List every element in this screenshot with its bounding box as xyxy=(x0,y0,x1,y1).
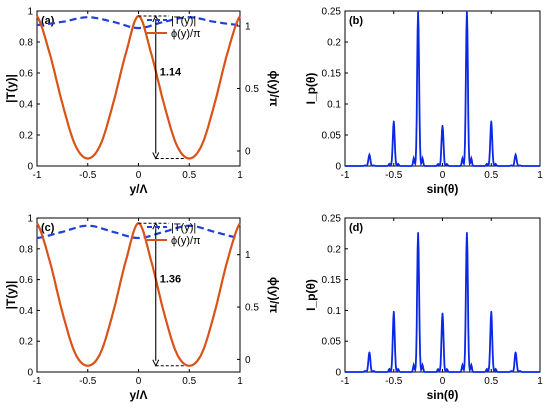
y-tick-label: 0.8 xyxy=(19,244,33,255)
x-tick-label: 1 xyxy=(537,170,543,181)
phase-series-line xyxy=(36,221,241,367)
panel-label: (d) xyxy=(349,222,363,234)
y-right-tick-label: 1 xyxy=(245,250,251,261)
panel-label: (b) xyxy=(349,15,363,27)
y-tick-label: 0 xyxy=(27,368,33,379)
spectrum-peak-point xyxy=(490,310,493,313)
plot-frame-d xyxy=(344,217,541,373)
spectrum-peak-point xyxy=(392,310,395,313)
spectrum-peak-point xyxy=(417,11,419,14)
y-right-tick-label: 0 xyxy=(245,147,251,158)
y-right-tick-label: 0.5 xyxy=(245,303,259,314)
y-tick-label: 0.25 xyxy=(322,7,342,18)
x-tick-label: 0 xyxy=(136,376,142,387)
spectrum-peak-point xyxy=(466,11,468,14)
spectrum-peak-point xyxy=(392,120,395,123)
spectrum-series-line xyxy=(345,232,540,373)
annotation-value: 1.36 xyxy=(160,273,181,285)
x-axis-label: y/Λ xyxy=(129,388,147,402)
y-axis-label-left: |T(y)| xyxy=(4,281,18,310)
amplitude-series-line xyxy=(36,16,241,30)
plot-frame-b xyxy=(344,10,541,167)
y-tick-label: 0.2 xyxy=(19,131,33,142)
panel-label: (c) xyxy=(41,222,55,234)
legend-label-amplitude: |T(y)| xyxy=(171,15,196,27)
y-tick-label: 0.15 xyxy=(322,275,342,286)
x-tick-label: -1 xyxy=(33,376,42,387)
x-tick-label: -1 xyxy=(33,170,42,181)
y-axis-label-left: |T(y)| xyxy=(4,74,18,103)
spectrum-peak-point xyxy=(490,120,493,123)
amplitude-series-line xyxy=(36,224,241,240)
x-axis-label: sin(θ) xyxy=(427,388,459,402)
x-tick-label: 1 xyxy=(537,376,543,387)
x-tick-label: 0.5 xyxy=(484,376,498,387)
y-axis-label-right: ϕ(y)/π xyxy=(267,70,281,106)
plot-frame-c xyxy=(36,217,241,373)
x-tick-label: -0.5 xyxy=(385,170,403,181)
x-tick-label: 0 xyxy=(440,376,446,387)
y-tick-label: 0.8 xyxy=(19,38,33,49)
x-axis-label: y/Λ xyxy=(129,182,147,196)
x-tick-label: -0.5 xyxy=(385,376,403,387)
x-tick-label: -1 xyxy=(341,170,350,181)
spectrum-peak-point xyxy=(368,351,371,354)
spectrum-peak-point xyxy=(441,312,444,315)
legend-label-amplitude: |T(y)| xyxy=(171,222,196,234)
legend-label-phase: ϕ(y)/π xyxy=(171,235,201,247)
spectrum-peak-point xyxy=(514,351,517,354)
y-tick-label: 0.2 xyxy=(327,244,341,255)
phase-series-line xyxy=(36,14,241,160)
y-tick-label: 0.05 xyxy=(322,337,342,348)
y-right-tick-label: 0.5 xyxy=(245,84,259,95)
spectrum-peak-point xyxy=(417,231,419,234)
y-axis-label-right: ϕ(y)/π xyxy=(267,277,281,313)
x-tick-label: 0.5 xyxy=(182,170,196,181)
y-tick-label: 0.2 xyxy=(327,38,341,49)
x-tick-label: 1 xyxy=(237,376,243,387)
x-tick-label: 1 xyxy=(237,170,243,181)
y-tick-label: 0.05 xyxy=(322,131,342,142)
y-axis-label: I_p(θ) xyxy=(304,279,318,311)
spectrum-peak-point xyxy=(514,154,517,156)
x-tick-label: -0.5 xyxy=(79,170,97,181)
y-tick-label: 0.1 xyxy=(327,306,341,317)
y-tick-label: 0 xyxy=(27,162,33,173)
spectrum-peak-point xyxy=(466,231,468,234)
y-right-tick-label: 0 xyxy=(245,355,251,366)
x-tick-label: -1 xyxy=(341,376,350,387)
x-tick-label: -0.5 xyxy=(79,376,97,387)
x-tick-label: 0 xyxy=(440,170,446,181)
y-tick-label: 0.1 xyxy=(327,100,341,111)
y-tick-label: 0 xyxy=(335,162,341,173)
y-tick-label: 0.2 xyxy=(19,337,33,348)
y-tick-label: 1 xyxy=(27,214,33,225)
y-tick-label: 0.4 xyxy=(19,100,33,111)
y-tick-label: 0.25 xyxy=(322,214,342,225)
spectrum-series-line xyxy=(345,12,540,167)
y-tick-label: 0.6 xyxy=(19,69,33,80)
annotation-value: 1.14 xyxy=(160,66,182,78)
plot-frame-a xyxy=(36,10,241,167)
x-tick-label: 0 xyxy=(136,170,142,181)
x-tick-label: 0.5 xyxy=(484,170,498,181)
y-axis-label: I_p(θ) xyxy=(304,73,318,105)
y-tick-label: 0.6 xyxy=(19,275,33,286)
y-tick-label: 0.4 xyxy=(19,306,33,317)
spectrum-peak-point xyxy=(441,124,444,127)
y-right-tick-label: 1 xyxy=(245,22,251,33)
y-tick-label: 1 xyxy=(27,7,33,18)
spectrum-peak-point xyxy=(368,154,371,156)
x-tick-label: 0.5 xyxy=(182,376,196,387)
y-tick-label: 0.15 xyxy=(322,69,342,80)
legend-label-phase: ϕ(y)/π xyxy=(171,28,201,40)
x-axis-label: sin(θ) xyxy=(427,182,459,196)
y-tick-label: 0 xyxy=(335,368,341,379)
